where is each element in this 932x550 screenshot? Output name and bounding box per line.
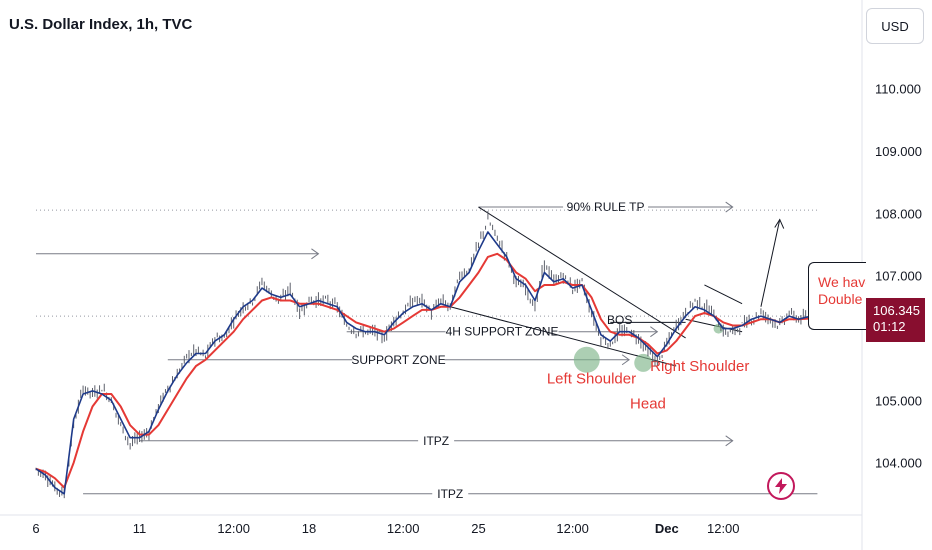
annotation-label: 4H SUPPORT ZONE bbox=[446, 325, 559, 339]
annotation-callout-box bbox=[808, 262, 866, 330]
pattern-label: BOS bbox=[607, 313, 632, 327]
callout-line-1: We have bbox=[818, 274, 866, 290]
y-tick-label: 104.000 bbox=[875, 456, 922, 471]
x-tick-label: 12:00 bbox=[387, 521, 420, 536]
y-tick-label: 107.000 bbox=[875, 269, 922, 284]
projection-arrowhead bbox=[774, 218, 785, 229]
trend-line bbox=[704, 284, 743, 305]
callout-line-2: Double b bbox=[818, 291, 866, 307]
trend-line bbox=[478, 206, 686, 339]
annotation-label: ITPZ bbox=[437, 487, 463, 501]
moving-average-lines bbox=[35, 231, 809, 495]
lightning-icon bbox=[775, 478, 787, 494]
y-tick-label: 108.000 bbox=[875, 206, 922, 221]
x-tick-label: 12:00 bbox=[217, 521, 250, 536]
annotation-label-bg bbox=[418, 432, 455, 449]
symbol-title: U.S. Dollar Index, 1h, TVC bbox=[9, 16, 193, 33]
x-tick-label: 11 bbox=[133, 521, 147, 536]
alert-button[interactable] bbox=[767, 472, 795, 500]
annotation-label-bg bbox=[563, 199, 649, 216]
last-price-value: 106.345 bbox=[873, 303, 920, 318]
ema-fast-line bbox=[35, 231, 809, 495]
annotation-label-bg bbox=[432, 485, 469, 502]
x-tick-label: 18 bbox=[302, 521, 316, 536]
annotation-label: ITPZ bbox=[423, 434, 449, 448]
projection-line bbox=[760, 219, 781, 307]
x-tick-label: 12:00 bbox=[556, 521, 589, 536]
x-tick-label: Dec bbox=[655, 521, 679, 536]
annotation-arrowhead bbox=[311, 248, 320, 260]
pattern-label: Head bbox=[630, 395, 666, 412]
ema-slow-line bbox=[35, 252, 809, 489]
x-tick-label: 12:00 bbox=[707, 521, 740, 536]
annotation-label-bg bbox=[352, 351, 445, 368]
x-tick-label: 25 bbox=[471, 521, 485, 536]
annotation-arrowhead bbox=[621, 354, 630, 366]
pattern-marker bbox=[634, 353, 653, 372]
currency-button[interactable]: USD bbox=[866, 8, 924, 44]
bar-countdown: 01:12 bbox=[873, 319, 906, 334]
pattern-marker bbox=[573, 346, 600, 373]
y-tick-label: 109.000 bbox=[875, 144, 922, 159]
annotation-label: 90% RULE TP bbox=[567, 200, 645, 214]
pattern-label: Left Shoulder bbox=[547, 370, 636, 387]
y-tick-label: 105.000 bbox=[875, 393, 922, 408]
y-tick-label: 110.000 bbox=[875, 82, 921, 97]
last-price-tag: 106.345 01:12 bbox=[866, 298, 925, 342]
pattern-label: Right Shoulder bbox=[650, 358, 749, 375]
annotation-callout-text: We have Double b bbox=[818, 274, 866, 308]
annotation-arrowhead bbox=[725, 435, 734, 447]
annotation-arrowhead bbox=[650, 326, 659, 338]
annotation-label: SUPPORT ZONE bbox=[351, 353, 445, 367]
x-tick-label: 6 bbox=[32, 521, 39, 536]
